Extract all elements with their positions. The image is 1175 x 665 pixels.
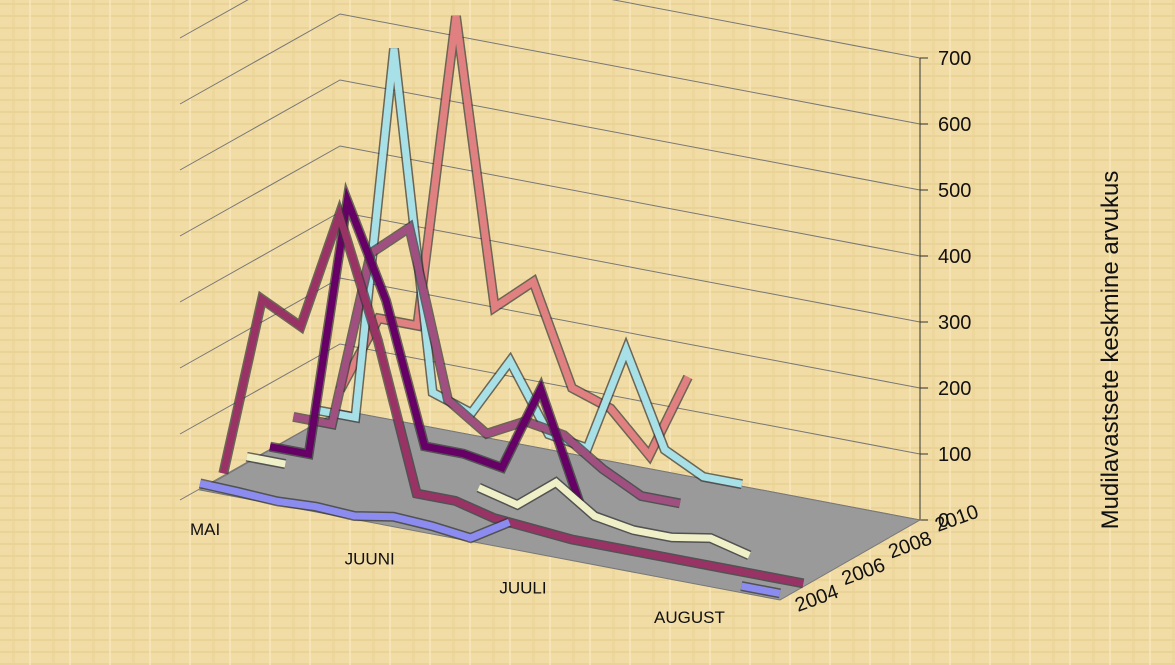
grid-line [179,145,921,257]
y-axis-label: Mudilavastsete keskmine arvukus [1097,171,1124,530]
y-tick-label: 0 [938,510,949,532]
grid-line [179,79,921,191]
grid-line [179,343,921,455]
y-tick-label: 100 [938,444,971,466]
series-ribbon [219,203,804,587]
series-ribbon [336,15,692,462]
x-tick-label: JUUNI [345,549,395,568]
grid-line [179,13,921,125]
x-tick-label: MAI [190,520,220,539]
y-tick-label: 500 [938,180,971,202]
series-ribbon [316,48,743,488]
grid-line [179,0,921,59]
series-ribbon [246,453,751,559]
series-ribbon [269,187,583,504]
y-tick-label: 300 [938,312,971,334]
y-tick-label: 600 [938,114,971,136]
y-tick-label: 700 [938,48,971,70]
y-tick-label: 400 [938,246,971,268]
x-tick-label: AUGUST [654,608,725,627]
series-ribbon [292,221,681,507]
y-tick-label: 200 [938,378,971,400]
series-ribbon [199,479,781,597]
x-tick-label: JUULI [499,579,546,598]
